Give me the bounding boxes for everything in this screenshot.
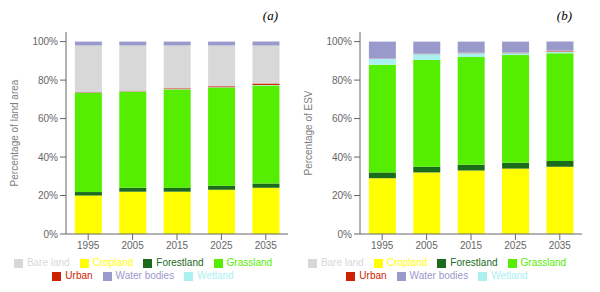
html-text:Cropland: Cropland [92, 257, 134, 268]
html-text:Bare land: Bare land [320, 257, 364, 268]
html-text:Urban: Urban [359, 270, 387, 281]
svg-text:60%: 60% [332, 113, 352, 124]
html-text:Water bodies: Water bodies [115, 270, 175, 281]
svg-text:2015: 2015 [460, 240, 483, 251]
html-text:Forestland: Forestland [450, 257, 498, 268]
svg-text:40%: 40% [332, 152, 352, 163]
svg-text:100%: 100% [326, 36, 352, 47]
html-text:(b): (b) [556, 8, 572, 23]
html-text:Wetland: Wetland [491, 270, 528, 281]
svg-text:100%: 100% [32, 36, 58, 47]
svg-text:80%: 80% [332, 75, 352, 86]
svg-text:2005: 2005 [415, 240, 438, 251]
svg-text:2025: 2025 [210, 240, 233, 251]
svg-text:1995: 1995 [371, 240, 394, 251]
svg-text:Percentage of land area: Percentage of land area [9, 79, 20, 186]
html-text:Cropland: Cropland [386, 257, 428, 268]
svg-text:60%: 60% [38, 113, 58, 124]
svg-text:2005: 2005 [121, 240, 144, 251]
html-text:Bare land: Bare land [26, 257, 70, 268]
html-text:(a): (a) [262, 8, 278, 23]
svg-text:2035: 2035 [549, 240, 572, 251]
svg-text:Percentage of ESV: Percentage of ESV [303, 90, 314, 175]
svg-text:0%: 0% [44, 229, 59, 240]
svg-text:20%: 20% [38, 190, 58, 201]
svg-text:20%: 20% [332, 190, 352, 201]
html-text:Wetland: Wetland [197, 270, 234, 281]
html-text:Urban: Urban [65, 270, 93, 281]
svg-text:40%: 40% [38, 152, 58, 163]
svg-text:0%: 0% [338, 229, 353, 240]
svg-text:1995: 1995 [77, 240, 100, 251]
svg-text:2015: 2015 [166, 240, 189, 251]
svg-text:2035: 2035 [255, 240, 278, 251]
html-text:Water bodies: Water bodies [409, 270, 469, 281]
html-text:Grassland: Grassland [226, 257, 273, 268]
svg-text:2025: 2025 [504, 240, 527, 251]
svg-text:80%: 80% [38, 75, 58, 86]
html-text:Forestland: Forestland [156, 257, 204, 268]
html-text:Grassland: Grassland [520, 257, 567, 268]
